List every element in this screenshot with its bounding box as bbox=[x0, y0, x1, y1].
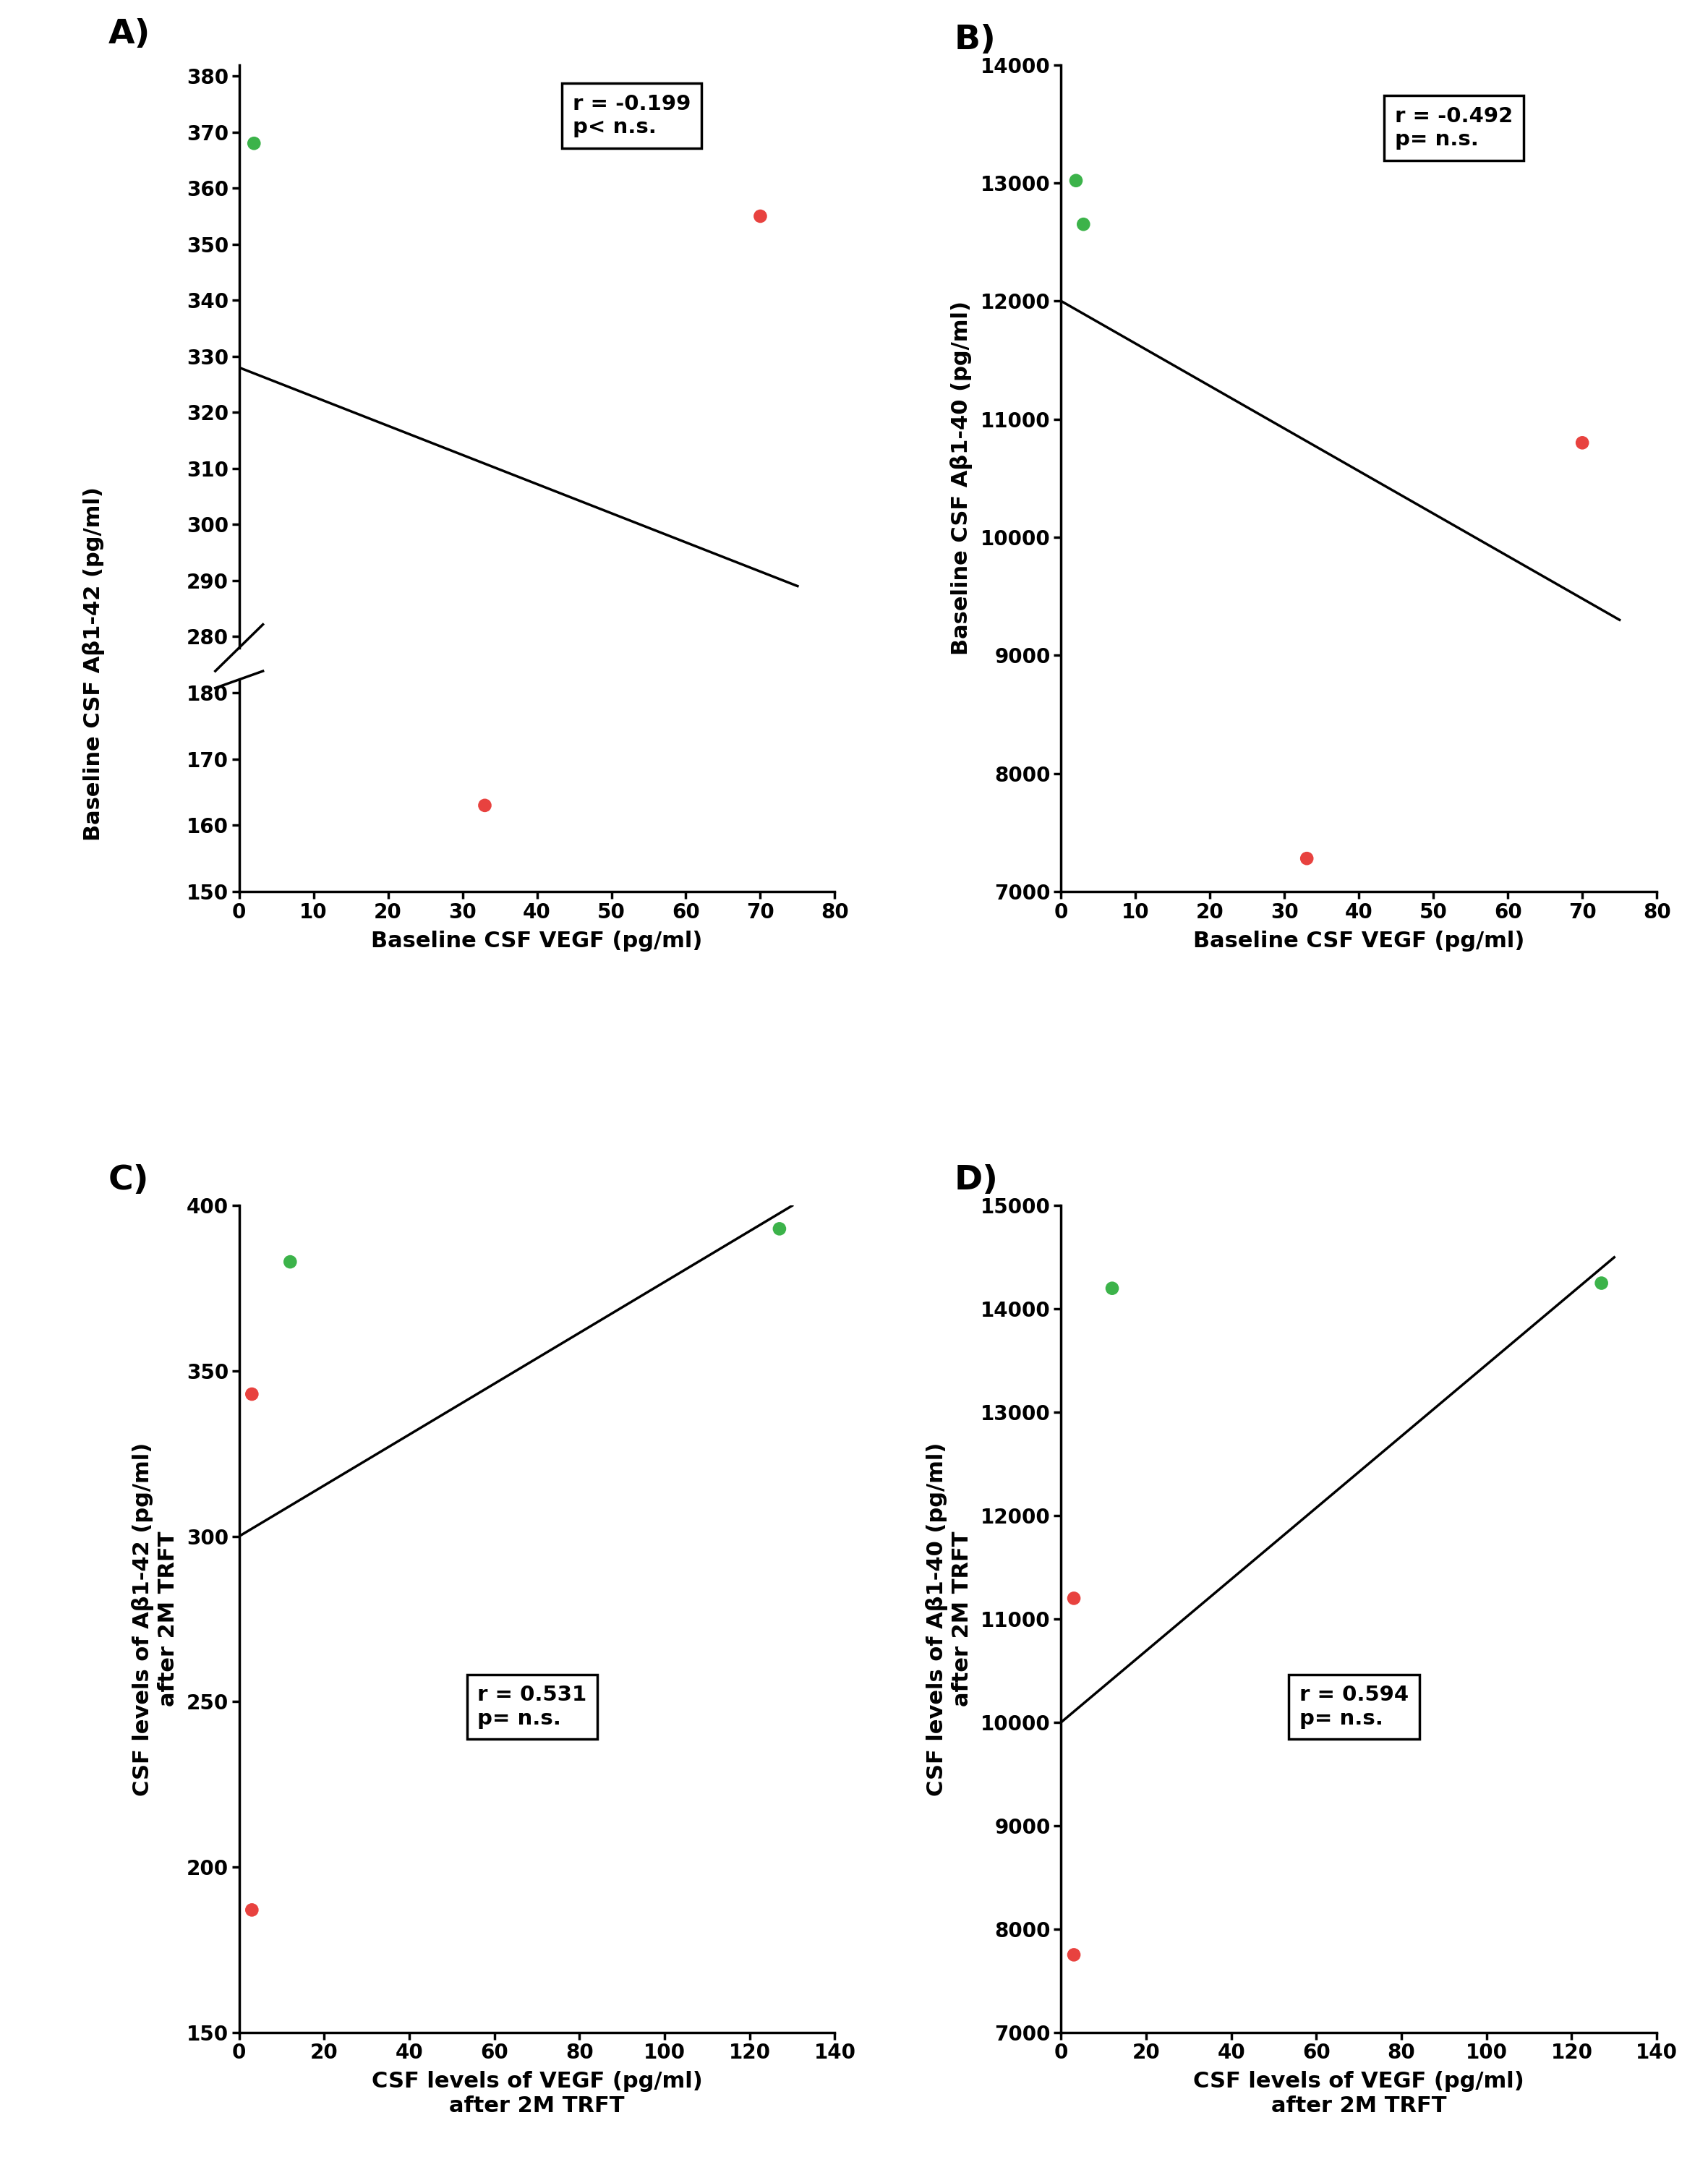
Y-axis label: CSF levels of Aβ1-40 (pg/ml)
after 2M TRFT: CSF levels of Aβ1-40 (pg/ml) after 2M TR… bbox=[926, 1442, 972, 1797]
Text: r = -0.492
p= n.s.: r = -0.492 p= n.s. bbox=[1395, 106, 1513, 149]
X-axis label: CSF levels of VEGF (pg/ml)
after 2M TRFT: CSF levels of VEGF (pg/ml) after 2M TRFT bbox=[1194, 2071, 1525, 2117]
Point bbox=[471, 789, 499, 824]
Point bbox=[1069, 208, 1097, 242]
Point bbox=[237, 1377, 265, 1412]
Point bbox=[1588, 1265, 1616, 1299]
X-axis label: CSF levels of VEGF (pg/ml)
after 2M TRFT: CSF levels of VEGF (pg/ml) after 2M TRFT bbox=[371, 2071, 702, 2117]
Text: C): C) bbox=[108, 1165, 149, 1198]
Text: r = 0.531
p= n.s.: r = 0.531 p= n.s. bbox=[477, 1684, 588, 1730]
X-axis label: Baseline CSF VEGF (pg/ml): Baseline CSF VEGF (pg/ml) bbox=[371, 930, 702, 951]
Point bbox=[1098, 1271, 1126, 1306]
Point bbox=[237, 1892, 265, 1926]
Text: Baseline CSF Aβ1-42 (pg/ml): Baseline CSF Aβ1-42 (pg/ml) bbox=[82, 486, 106, 841]
Point bbox=[241, 125, 268, 160]
Point bbox=[1062, 164, 1090, 199]
Point bbox=[1061, 1580, 1088, 1615]
Y-axis label: CSF levels of Aβ1-42 (pg/ml)
after 2M TRFT: CSF levels of Aβ1-42 (pg/ml) after 2M TR… bbox=[132, 1442, 178, 1797]
Y-axis label: Baseline CSF Aβ1-40 (pg/ml): Baseline CSF Aβ1-40 (pg/ml) bbox=[950, 301, 972, 655]
Text: r = 0.594
p= n.s.: r = 0.594 p= n.s. bbox=[1300, 1684, 1409, 1730]
Point bbox=[277, 1245, 304, 1280]
Point bbox=[1293, 841, 1320, 876]
Text: B): B) bbox=[953, 24, 996, 56]
Text: D): D) bbox=[953, 1165, 997, 1198]
Point bbox=[471, 1276, 499, 1310]
Point bbox=[746, 199, 774, 233]
Text: A): A) bbox=[108, 17, 150, 50]
Point bbox=[1568, 426, 1595, 461]
Text: r = -0.199
p< n.s.: r = -0.199 p< n.s. bbox=[572, 93, 690, 138]
Point bbox=[765, 1211, 793, 1245]
X-axis label: Baseline CSF VEGF (pg/ml): Baseline CSF VEGF (pg/ml) bbox=[1194, 930, 1525, 951]
Point bbox=[1061, 1937, 1088, 1972]
